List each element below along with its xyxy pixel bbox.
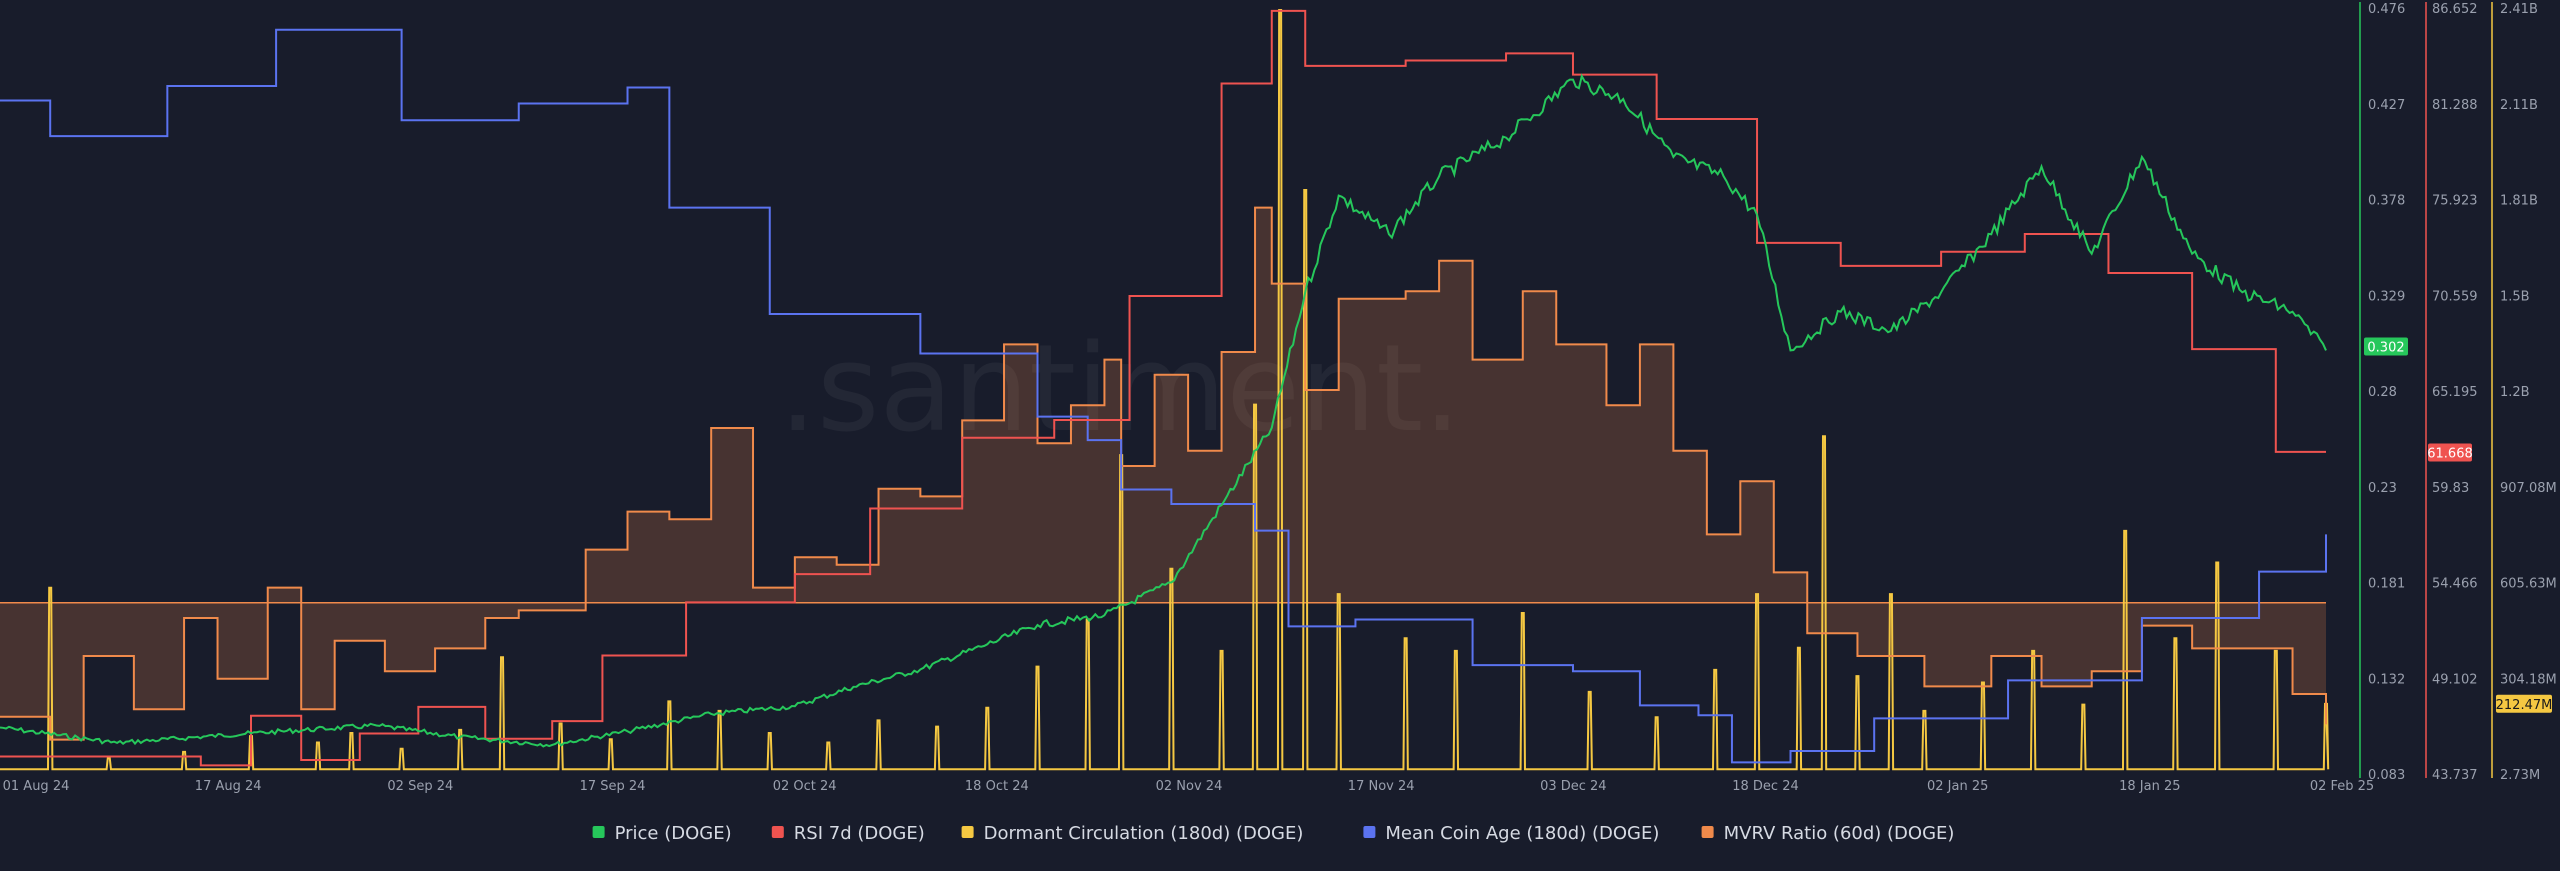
x-axis-tick: 02 Jan 25: [1927, 779, 1988, 794]
legend-swatch: [1363, 826, 1376, 838]
x-axis: 01 Aug 24 17 Aug 24 02 Sep 24 17 Sep 24 02 O…: [3, 779, 2375, 794]
legend-label: Mean Coin Age (180d) (DOGE): [1385, 823, 1659, 844]
x-axis-tick: 01 Aug 24: [3, 779, 70, 794]
series-layer: [0, 9, 2330, 771]
dormant-axis-tick: 605.63M: [2500, 577, 2557, 592]
dormant-axis-tick: 2.73M: [2500, 768, 2540, 783]
x-axis-tick: 18 Dec 24: [1732, 779, 1799, 794]
rsi-axis-tick: 75.923: [2432, 194, 2478, 209]
rsi-axis-tick: 54.466: [2432, 577, 2478, 592]
legend[interactable]: Price (DOGE) RSI 7d (DOGE) Dormant Circula…: [592, 823, 1955, 844]
dormant-axis-tick: 907.08M: [2500, 481, 2557, 496]
x-axis-tick: 02 Nov 24: [1156, 779, 1223, 794]
price-axis-tick: 0.476: [2368, 2, 2405, 17]
x-axis-tick: 17 Aug 24: [195, 779, 262, 794]
mvrv-area: [0, 207, 2326, 740]
watermark-layer: .santiment.: [779, 320, 1462, 459]
dormant-axis-tick: 304.18M: [2500, 672, 2557, 687]
x-axis-tick: 02 Oct 24: [773, 779, 837, 794]
rsi-last-value-badge: [2428, 443, 2472, 462]
x-axis-tick: 17 Nov 24: [1348, 779, 1415, 794]
price-axis-tick: 0.28: [2368, 385, 2397, 400]
legend-swatch: [592, 826, 605, 838]
dormant-axis-tick: 1.81B: [2500, 194, 2538, 209]
x-axis-tick: 18 Oct 24: [965, 779, 1029, 794]
dormant-axis-tick: 1.5B: [2500, 289, 2530, 304]
legend-item[interactable]: Dormant Circulation (180d) (DOGE): [961, 823, 1304, 844]
legend-item[interactable]: RSI 7d (DOGE): [771, 823, 925, 844]
x-axis-tick: 03 Dec 24: [1540, 779, 1607, 794]
price-axis-tick: 0.181: [2368, 577, 2405, 592]
legend-label: Price (DOGE): [615, 823, 732, 844]
dormant-axis-tick: 2.11B: [2500, 98, 2538, 113]
price-last-value-badge: [2364, 337, 2408, 356]
price-axis-tick: 0.427: [2368, 98, 2405, 113]
series-price: [0, 73, 2327, 748]
x-axis-tick: 02 Feb 25: [2310, 779, 2374, 794]
x-axis-tick: 02 Sep 24: [387, 779, 453, 794]
x-axis-tick: 18 Jan 25: [2119, 779, 2180, 794]
series-mean-coin-age: [0, 28, 2327, 764]
legend-item[interactable]: MVRV Ratio (60d) (DOGE): [1701, 823, 1955, 844]
rsi-axis-tick: 86.652: [2432, 2, 2478, 17]
x-axis-tick: 17 Sep 24: [580, 779, 646, 794]
axes-layer: 0.476 0.427 0.378 0.329 0.28 0.23 0.181 0.132 0.…: [2359, 2, 2557, 783]
legend-swatch: [961, 826, 974, 838]
rsi-axis-tick: 65.195: [2432, 385, 2478, 400]
rsi-last-value-label: 61.668: [2427, 446, 2473, 461]
price-axis-tick: 0.329: [2368, 289, 2405, 304]
legend-label: MVRV Ratio (60d) (DOGE): [1724, 823, 1955, 844]
series-mvrv: [0, 206, 2327, 741]
price-axis-tick: 0.083: [2368, 768, 2405, 783]
mvrv-fill-layer: [0, 207, 2326, 740]
series-dormant-circulation: [0, 9, 2330, 771]
price-axis-tick: 0.378: [2368, 194, 2405, 209]
rsi-axis-tick: 49.102: [2432, 672, 2478, 687]
legend-label: Dormant Circulation (180d) (DOGE): [984, 823, 1304, 844]
legend-item[interactable]: Price (DOGE): [592, 823, 732, 844]
dormant-axis-tick: 2.41B: [2500, 2, 2538, 17]
dormant-axis-tick: 1.2B: [2500, 385, 2530, 400]
legend-label: RSI 7d (DOGE): [794, 823, 925, 844]
watermark-text: .santiment.: [779, 320, 1462, 459]
rsi-axis-tick: 59.83: [2432, 481, 2469, 496]
rsi-axis-tick: 43.737: [2432, 768, 2478, 783]
legend-item[interactable]: Mean Coin Age (180d) (DOGE): [1363, 823, 1659, 844]
dormant-last-value-badge: [2496, 694, 2552, 713]
rsi-axis-tick: 81.288: [2432, 98, 2478, 113]
dormant-last-value-label: 212.47M: [2496, 698, 2553, 713]
series-rsi: [0, 9, 2326, 767]
price-last-value-label: 0.302: [2367, 340, 2404, 355]
legend-swatch: [771, 826, 784, 838]
legend-swatch: [1701, 826, 1714, 838]
rsi-axis-tick: 70.559: [2432, 289, 2478, 304]
price-axis-tick: 0.132: [2368, 672, 2405, 687]
price-axis-tick: 0.23: [2368, 481, 2397, 496]
